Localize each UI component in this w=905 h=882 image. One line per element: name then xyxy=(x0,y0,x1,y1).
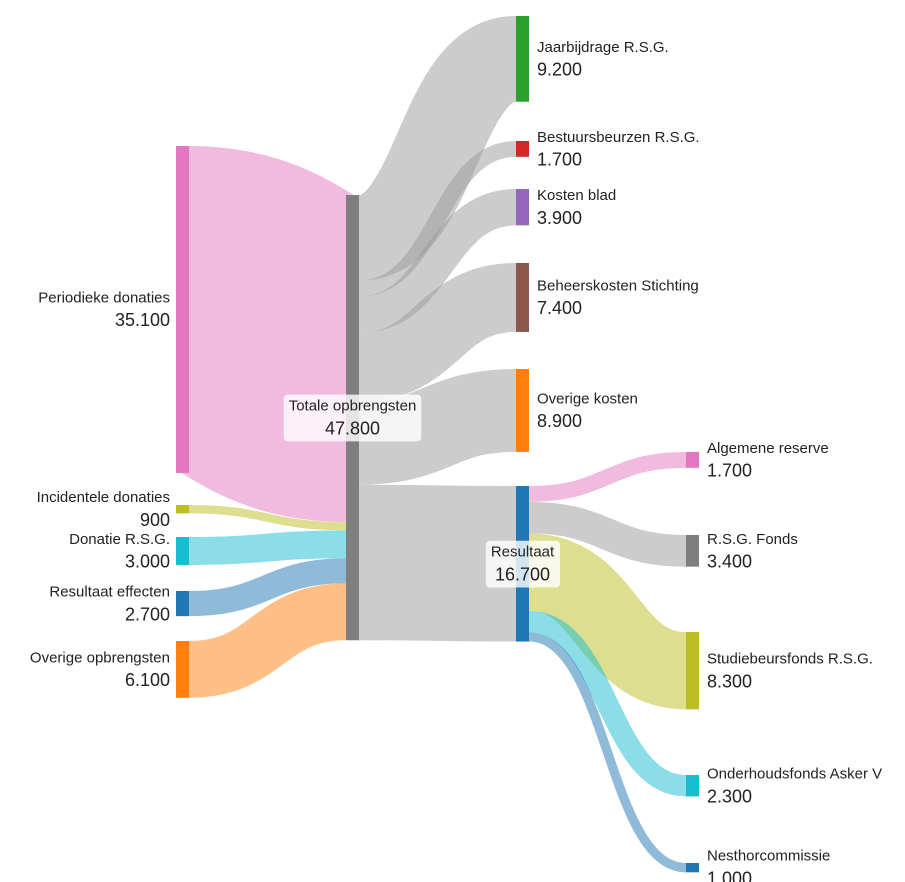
node-name: Onderhoudsfonds Asker V xyxy=(707,766,882,783)
node xyxy=(176,591,189,617)
node-name: Beheerskosten Stichting xyxy=(537,277,699,294)
node xyxy=(516,16,529,102)
node xyxy=(176,146,189,473)
label-box xyxy=(283,394,422,442)
node-value: 9.200 xyxy=(537,60,582,80)
node-name: Nesthorcommissie xyxy=(707,848,830,865)
node xyxy=(686,632,699,710)
node xyxy=(176,641,189,698)
node-label: Studiebeursfonds R.S.G. 8.300 xyxy=(707,651,873,692)
node xyxy=(176,537,189,565)
node-value: 16.700 xyxy=(495,565,550,585)
node-name: Algemene reserve xyxy=(707,440,829,457)
link xyxy=(357,369,518,485)
node-label: Onderhoudsfonds Asker V 2.300 xyxy=(707,766,882,807)
node-value: 900 xyxy=(140,510,170,530)
node-name: Studiebeursfonds R.S.G. xyxy=(707,651,873,668)
node-name: Resultaat effecten xyxy=(49,584,170,601)
node xyxy=(686,535,699,567)
node-name: Donatie R.S.G. xyxy=(69,531,170,548)
node-value: 35.100 xyxy=(115,310,170,330)
node-value: 7.400 xyxy=(537,298,582,318)
node-name: Kosten blad xyxy=(537,187,616,204)
node-label: Donatie R.S.G. 3.000 xyxy=(69,531,170,572)
node-value: 3.000 xyxy=(125,552,170,572)
node-value: 3.400 xyxy=(707,552,752,572)
link xyxy=(188,558,347,617)
link xyxy=(528,632,687,873)
node-value: 1.700 xyxy=(537,150,582,170)
node-name: Periodieke donaties xyxy=(38,289,170,306)
node-name: Overige opbrengsten xyxy=(30,649,170,666)
node-name: Incidentele donaties xyxy=(37,489,170,506)
node xyxy=(516,189,529,226)
node-name: Bestuursbeurzen R.S.G. xyxy=(537,129,700,146)
node-value: 47.800 xyxy=(325,418,380,438)
node-value: 2.700 xyxy=(125,604,170,624)
node-label: Resultaat effecten 2.700 xyxy=(49,584,170,625)
node xyxy=(686,452,699,468)
node-name: Totale opbrengsten xyxy=(289,398,417,415)
link xyxy=(187,583,348,698)
node xyxy=(686,863,699,873)
node xyxy=(516,263,529,332)
link xyxy=(528,501,687,567)
node-value: 3.900 xyxy=(537,208,582,228)
node xyxy=(516,369,529,452)
node-name: Jaarbijdrage R.S.G. xyxy=(537,39,669,56)
node-label: Algemene reserve 1.700 xyxy=(707,440,829,481)
node-value: 6.100 xyxy=(125,670,170,690)
link xyxy=(528,452,687,502)
node-label: Incidentele donaties 900 xyxy=(37,489,170,530)
node-label: Beheerskosten Stichting 7.400 xyxy=(537,277,699,318)
node-label: Nesthorcommissie 1.000 xyxy=(707,848,830,882)
node-label: Resultaat 16.700 xyxy=(485,540,561,588)
link xyxy=(358,141,517,297)
links xyxy=(169,16,689,873)
node-label: Overige kosten 8.900 xyxy=(537,390,638,431)
node-label: Periodieke donaties 35.100 xyxy=(38,289,170,330)
link xyxy=(188,505,347,531)
link xyxy=(357,188,518,333)
node-label: Jaarbijdrage R.S.G. 9.200 xyxy=(537,39,669,80)
link xyxy=(527,610,688,797)
node-label: Kosten blad 3.900 xyxy=(537,187,616,228)
node-value: 2.300 xyxy=(707,786,752,806)
node-value: 1.000 xyxy=(707,868,752,882)
node-label: Overige opbrengsten 6.100 xyxy=(30,649,170,690)
node-name: R.S.G. Fonds xyxy=(707,531,798,548)
label-box xyxy=(485,540,561,588)
link xyxy=(188,530,347,565)
node-value: 1.700 xyxy=(707,461,752,481)
node-value: 8.300 xyxy=(707,671,752,691)
node-label: Bestuursbeurzen R.S.G. 1.700 xyxy=(537,129,700,170)
node-label: Totale opbrengsten 47.800 xyxy=(283,394,422,442)
node xyxy=(176,505,189,514)
node xyxy=(686,775,699,797)
node-name: Overige kosten xyxy=(537,390,638,407)
link xyxy=(357,263,518,402)
link xyxy=(169,145,366,522)
node xyxy=(516,141,529,157)
node-value: 8.900 xyxy=(537,411,582,431)
link xyxy=(353,16,522,281)
node-name: Resultaat xyxy=(491,544,555,561)
node-label: R.S.G. Fonds 3.400 xyxy=(707,531,798,572)
